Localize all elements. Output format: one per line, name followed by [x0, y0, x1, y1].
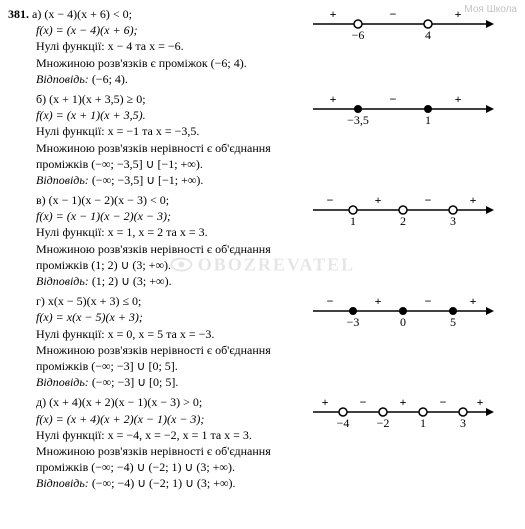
- number-line-diagram: + − + −6 4: [308, 6, 498, 46]
- answer-line: Відповідь: (−∞; −3] ∪ [0; 5].: [8, 374, 308, 390]
- part-block: г) x(x − 5)(x + 3) ≤ 0;f(x) = x(x − 5)(x…: [8, 293, 517, 390]
- number-line-diagram: + − + −3,5 1: [308, 91, 498, 131]
- svg-text:−: −: [425, 193, 432, 207]
- svg-text:2: 2: [400, 214, 406, 228]
- svg-text:−4: −4: [337, 416, 350, 430]
- inequality-line: в) (x − 1)(x − 2)(x − 3) < 0;: [8, 192, 308, 208]
- svg-text:1: 1: [350, 214, 356, 228]
- svg-text:+: +: [375, 294, 382, 308]
- text-column: в) (x − 1)(x − 2)(x − 3) < 0;f(x) = (x −…: [8, 192, 308, 289]
- diagram-column: − + − + −3 0 5: [308, 293, 517, 390]
- svg-text:1: 1: [425, 113, 431, 127]
- fx-line: f(x) = (x − 4)(x + 6);: [8, 22, 308, 38]
- svg-text:−: −: [327, 294, 334, 308]
- solution-line: Множиною розв'язків нерівності є об'єдна…: [8, 241, 308, 257]
- svg-text:1: 1: [420, 416, 426, 430]
- part-block: 381. а) (x − 4)(x + 6) < 0;f(x) = (x − 4…: [8, 6, 517, 87]
- svg-text:+: +: [330, 92, 337, 106]
- number-line-diagram: + − + − + −4 −2 1 3: [308, 394, 498, 434]
- svg-text:+: +: [330, 7, 337, 21]
- zeros-line: Нулі функції: x = 0, x = 5 та x = −3.: [8, 326, 308, 342]
- svg-text:5: 5: [450, 315, 456, 329]
- answer-line: Відповідь: (−∞; −3,5] ∪ [−1; +∞).: [8, 172, 308, 188]
- svg-text:−: −: [390, 92, 397, 106]
- fx-line: f(x) = (x + 4)(x + 2)(x − 1)(x − 3);: [8, 411, 308, 427]
- svg-text:−: −: [425, 294, 432, 308]
- zeros-line: Нулі функції: x − 4 та x = −6.: [8, 38, 308, 54]
- svg-text:+: +: [322, 395, 329, 409]
- solution-line: Множиною розв'язків нерівності є об'єдна…: [8, 342, 308, 358]
- svg-text:4: 4: [425, 28, 431, 42]
- part-block: д) (x + 4)(x + 2)(x − 1)(x − 3) > 0;f(x)…: [8, 394, 517, 491]
- diagram-column: + − + − + −4 −2 1 3: [308, 394, 517, 491]
- inequality-line: г) x(x − 5)(x + 3) ≤ 0;: [8, 293, 308, 309]
- answer-line: Відповідь: (−∞; −4) ∪ (−2; 1) ∪ (3; +∞).: [8, 475, 308, 491]
- inequality-line: 381. а) (x − 4)(x + 6) < 0;: [8, 6, 308, 22]
- diagram-column: − + − +1 2 3: [308, 192, 517, 289]
- solution-line-2: проміжків (1; 2) ∪ (3; +∞).: [8, 257, 308, 273]
- part-block: в) (x − 1)(x − 2)(x − 3) < 0;f(x) = (x −…: [8, 192, 517, 289]
- svg-text:−6: −6: [352, 28, 365, 42]
- number-line-diagram: − + − +1 2 3: [308, 192, 498, 232]
- zeros-line: Нулі функції: x = 1, x = 2 та x = 3.: [8, 224, 308, 240]
- solution-line: Множиною розв'язків є проміжок (−6; 4).: [8, 55, 308, 71]
- text-column: б) (x + 1)(x + 3,5) ≥ 0;f(x) = (x + 1)(x…: [8, 91, 308, 188]
- svg-text:+: +: [455, 7, 462, 21]
- part-block: б) (x + 1)(x + 3,5) ≥ 0;f(x) = (x + 1)(x…: [8, 91, 517, 188]
- solution-line-2: проміжків (−∞; −3] ∪ [0; 5].: [8, 358, 308, 374]
- fx-line: f(x) = (x + 1)(x + 3,5).: [8, 107, 308, 123]
- fx-line: f(x) = x(x − 5)(x + 3);: [8, 309, 308, 325]
- fx-line: f(x) = (x − 1)(x − 2)(x − 3);: [8, 208, 308, 224]
- svg-text:−2: −2: [377, 416, 390, 430]
- solution-line: Множиною розв'язків нерівності є об'єдна…: [8, 443, 308, 459]
- inequality-line: д) (x + 4)(x + 2)(x − 1)(x − 3) > 0;: [8, 394, 308, 410]
- svg-text:+: +: [455, 92, 462, 106]
- zeros-line: Нулі функції: x = −4, x = −2, x = 1 та x…: [8, 427, 308, 443]
- text-column: 381. а) (x − 4)(x + 6) < 0;f(x) = (x − 4…: [8, 6, 308, 87]
- svg-text:−3: −3: [347, 315, 360, 329]
- svg-text:+: +: [400, 395, 407, 409]
- diagram-column: + − + −6 4: [308, 6, 517, 87]
- svg-text:−3,5: −3,5: [347, 113, 369, 127]
- solution-line-2: проміжків (−∞; −4) ∪ (−2; 1) ∪ (3; +∞).: [8, 459, 308, 475]
- solution-line-2: проміжків (−∞; −3,5] ∪ [−1; +∞).: [8, 156, 308, 172]
- number-line-diagram: − + − + −3 0 5: [308, 293, 498, 333]
- svg-text:3: 3: [460, 416, 466, 430]
- svg-text:3: 3: [450, 214, 456, 228]
- problem-number: 381.: [8, 7, 29, 21]
- diagram-column: + − + −3,5 1: [308, 91, 517, 188]
- svg-text:+: +: [375, 193, 382, 207]
- content: 381. а) (x − 4)(x + 6) < 0;f(x) = (x − 4…: [0, 0, 525, 501]
- svg-text:−: −: [360, 395, 367, 409]
- text-column: д) (x + 4)(x + 2)(x − 1)(x − 3) > 0;f(x)…: [8, 394, 308, 491]
- answer-line: Відповідь: (−6; 4).: [8, 71, 308, 87]
- zeros-line: Нулі функції: x = −1 та x = −3,5.: [8, 123, 308, 139]
- svg-text:0: 0: [400, 315, 406, 329]
- solution-line: Множиною розв'язків нерівності є об'єдна…: [8, 140, 308, 156]
- answer-line: Відповідь: (1; 2) ∪ (3; +∞).: [8, 273, 308, 289]
- inequality-line: б) (x + 1)(x + 3,5) ≥ 0;: [8, 91, 308, 107]
- svg-text:−: −: [390, 7, 397, 21]
- text-column: г) x(x − 5)(x + 3) ≤ 0;f(x) = x(x − 5)(x…: [8, 293, 308, 390]
- svg-text:+: +: [470, 193, 477, 207]
- svg-text:+: +: [470, 294, 477, 308]
- svg-text:+: +: [477, 395, 484, 409]
- svg-text:−: −: [327, 193, 334, 207]
- svg-text:−: −: [440, 395, 447, 409]
